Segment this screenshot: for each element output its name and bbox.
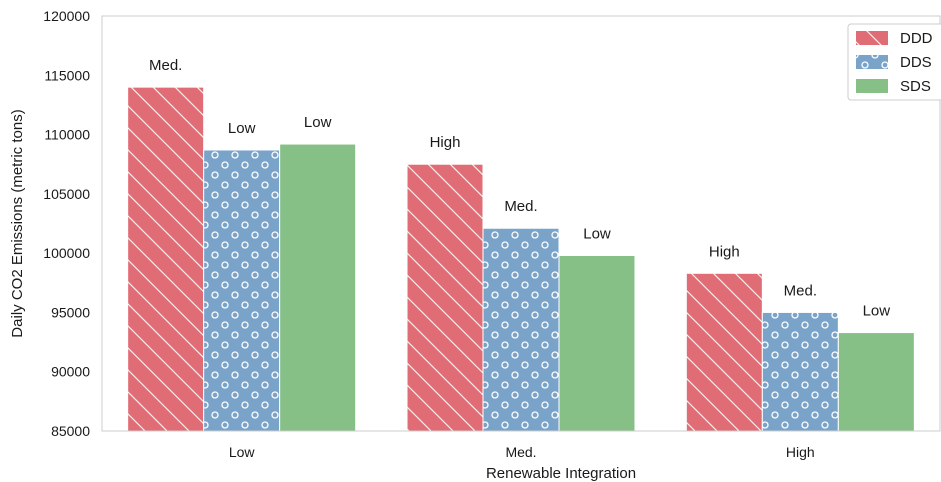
bar-dds-0 [203,149,281,432]
y-tick-label: 115000 [44,67,90,83]
bar-sds-0 [279,143,357,432]
y-tick-label: 105000 [43,186,90,202]
bar-value-label: Low [304,114,332,131]
bar-labels-group: Med. Low Low High Med. Low High Med. Low [149,57,890,319]
bar-value-label: Low [583,226,611,243]
bar-value-label: High [430,134,461,151]
bar-value-label: Low [863,303,891,320]
bar-value-label: Low [228,120,256,137]
bars-group [127,86,915,432]
legend-swatch-ddd [856,31,888,45]
y-tick-label: 90000 [51,364,90,380]
bar-sds-2 [837,332,915,432]
x-tick-label: Med. [505,444,536,460]
bar-value-label: Med. [149,57,182,74]
y-axis: 85000 90000 95000 100000 105000 110000 115000 1… [43,8,90,439]
legend-label: SDS [900,78,931,95]
bar-ddd-2 [685,272,763,432]
legend-swatch-sds [856,79,888,93]
x-tick-label: Low [229,444,256,460]
legend-swatch-dds [856,55,888,69]
bar-dds-2 [761,311,839,432]
legend-label: DDS [900,54,932,71]
y-tick-label: 85000 [51,423,90,439]
x-tick-label: High [786,444,815,460]
bar-value-label: Med. [784,282,817,299]
bar-dds-1 [482,227,560,432]
bar-ddd-1 [406,163,484,432]
plot-frame [101,15,941,432]
bar-sds-1 [558,255,636,432]
y-tick-label: 95000 [51,304,90,320]
bar-value-label: Med. [504,198,537,215]
legend: DDD DDS SDS [847,23,941,101]
bar-ddd-0 [127,86,205,432]
y-axis-label: Daily CO2 Emissions (metric tons) [9,109,26,337]
legend-label: DDD [900,30,933,47]
y-tick-label: 110000 [44,127,90,143]
x-axis-label: Renewable Integration [486,465,636,482]
x-axis: Low Med. High [229,444,815,460]
y-tick-label: 120000 [43,8,90,24]
y-tick-label: 100000 [43,245,90,261]
bar-value-label: High [709,243,740,260]
